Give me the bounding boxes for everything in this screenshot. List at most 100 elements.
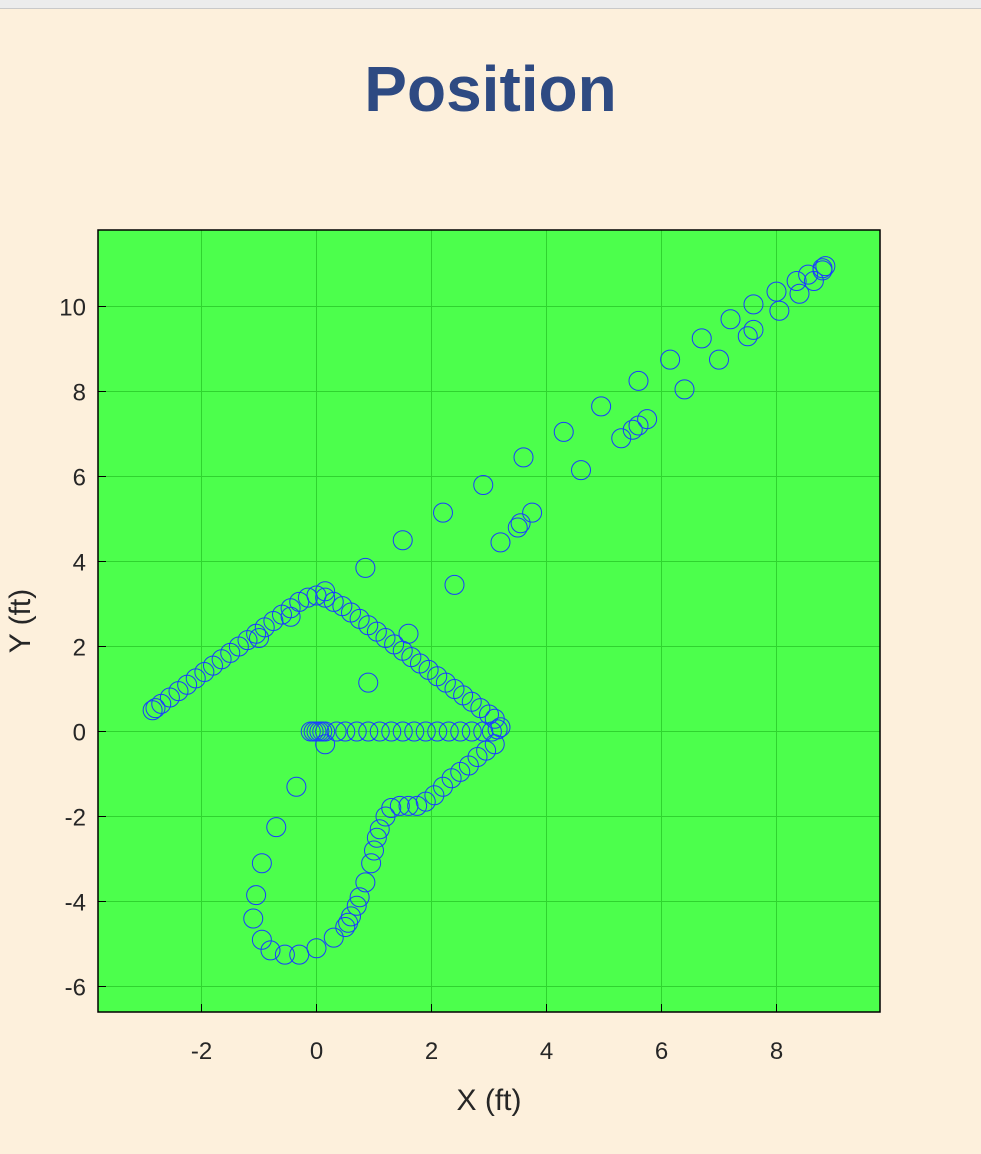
data-point [289,944,310,965]
data-point [392,721,413,742]
data-point [145,698,166,719]
data-point [591,396,612,417]
data-point [338,912,359,933]
data-point [381,721,402,742]
data-point [484,708,505,729]
data-point [335,721,356,742]
data-point [571,460,591,481]
data-point [246,885,267,906]
x-tick-label: 8 [770,1038,783,1065]
data-point [315,734,336,755]
data-point [490,532,511,553]
data-point [611,428,632,449]
data-point [274,944,295,965]
x-tick-label: 0 [310,1038,323,1065]
y-axis-label: Y (ft) [4,589,37,653]
data-point [280,606,301,627]
data-point [433,776,453,797]
data-point [513,447,534,468]
data-point [709,349,729,370]
data-point [415,791,436,812]
data-point [407,795,428,816]
data-point [375,806,396,827]
x-tick-label: -2 [191,1038,212,1065]
data-point [522,502,543,523]
data-point [364,840,384,861]
y-tick-label: 8 [73,380,86,407]
x-axis-label: X (ft) [457,1084,522,1117]
data-point [691,328,712,349]
chart-title: Position [364,53,617,125]
data-point [450,721,471,742]
data-point [266,817,287,838]
data-point [507,517,528,538]
data-point [441,768,462,789]
data-point [315,587,336,608]
data-point [398,623,419,644]
data-point [315,581,336,602]
data-point [392,530,413,551]
data-point [786,271,807,291]
data-point [369,819,390,840]
data-point [361,853,382,874]
y-tick-label: 2 [73,635,86,662]
data-point [358,721,379,742]
y-tick-label: 10 [59,295,86,322]
data-point [323,591,344,612]
data-point [815,256,836,277]
data-point [415,721,436,742]
data-point [323,927,344,948]
data-point [628,370,649,391]
x-tick-label: 6 [655,1038,668,1065]
x-tick-label: 4 [540,1038,553,1065]
data-point [473,475,494,495]
data-point [358,672,379,693]
data-point [433,502,453,523]
y-tick-label: 4 [73,550,86,577]
grid-lines [98,230,880,1012]
data-point [467,747,488,767]
data-point [306,938,327,959]
y-tick-label: 6 [73,465,86,492]
data-point [366,827,387,848]
data-point [404,721,425,742]
data-point [369,721,390,742]
data-point [769,300,790,321]
data-point [789,283,810,304]
data-point [743,319,764,340]
data-point [674,379,695,400]
data-point [260,940,281,961]
data-point [355,557,376,578]
x-tick-label: 2 [425,1038,438,1065]
data-point [427,721,448,742]
data-point [398,795,419,816]
data-point [622,419,643,440]
plot-area [98,230,880,1012]
data-point [335,917,356,937]
data-point [720,309,741,330]
data-point [306,585,327,606]
data-point [142,700,163,721]
data-point [355,872,376,893]
data-point [303,721,324,742]
data-points [142,256,836,965]
data-point [249,628,269,648]
data-point [743,294,764,315]
data-point [389,795,410,816]
data-point [637,409,658,430]
data-point [461,721,482,742]
y-tick-label: -6 [65,975,86,1002]
data-point [812,260,833,281]
data-point [349,887,370,908]
window-top-edge [0,0,981,9]
data-point [297,587,318,608]
data-point [286,776,307,797]
data-point [510,513,531,534]
data-point [737,326,758,347]
plot-frame [97,229,881,1013]
data-point [346,895,367,916]
data-point [332,596,353,617]
x-axis-ticks: -2 0 2 4 6 8 [191,1004,783,1065]
data-point [798,264,819,285]
